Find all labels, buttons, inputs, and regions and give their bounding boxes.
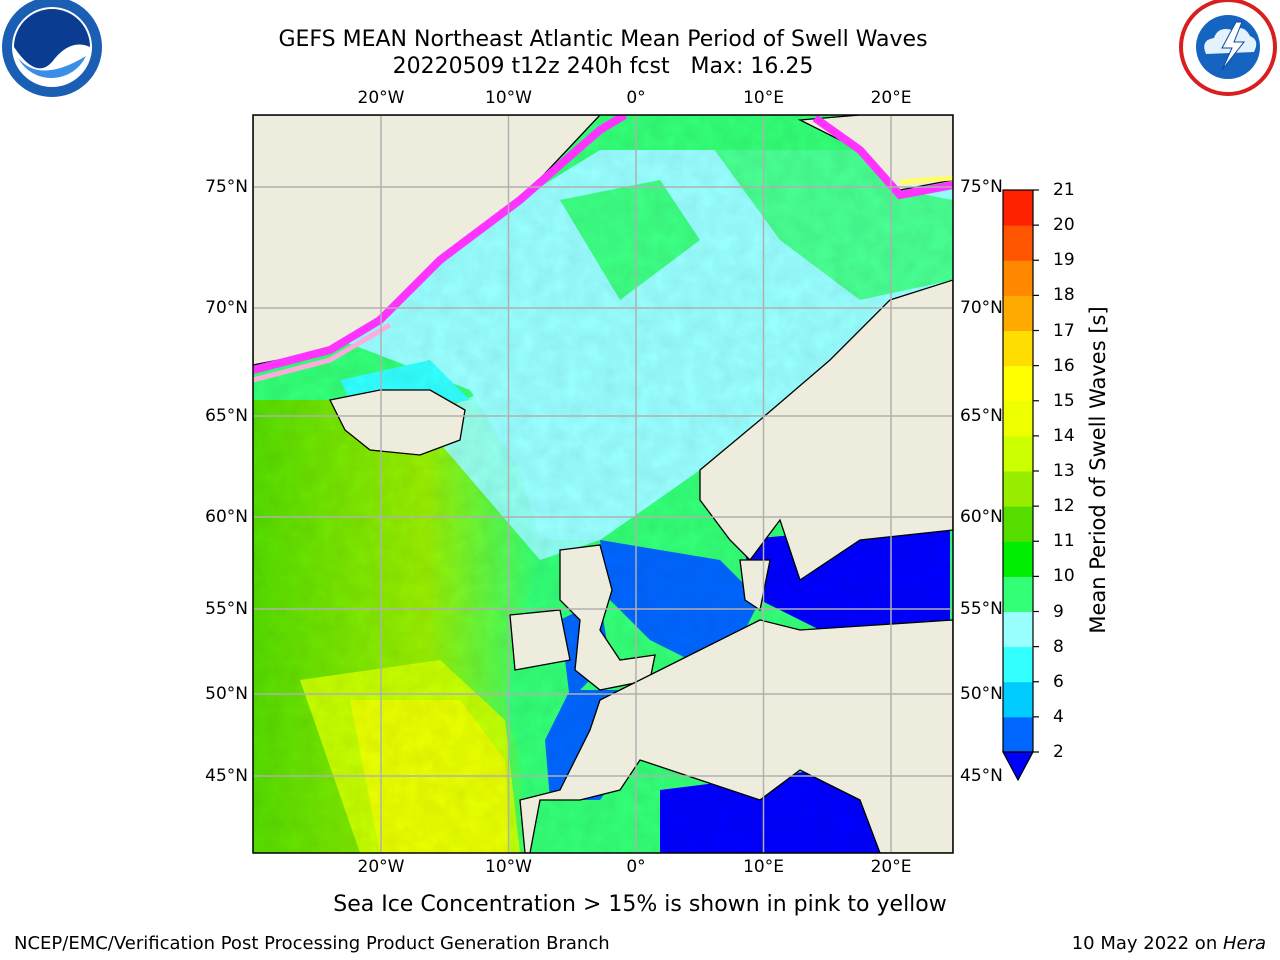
colorbar-tick-label: 12 — [1053, 496, 1075, 517]
colorbar-tick-label: 21 — [1053, 180, 1075, 200]
lat-tick-right: 75°N — [960, 177, 1003, 197]
colorbar-segment — [1003, 225, 1033, 261]
nws-logo — [1179, 0, 1277, 96]
sea-ice-edge-svalbard — [812, 115, 953, 200]
colorbar-tick-label: 4 — [1053, 706, 1064, 727]
colorbar-segment — [1003, 400, 1033, 437]
colorbar-segment — [1003, 646, 1033, 683]
colorbar-tick-label: 10 — [1053, 566, 1075, 587]
lon-tick-top: 0° — [626, 88, 646, 108]
iceland — [329, 389, 466, 456]
lat-tick-left: 70°N — [205, 298, 248, 318]
lat-tick-right: 55°N — [960, 599, 1003, 619]
page-title: GEFS MEAN Northeast Atlantic Mean Period… — [278, 27, 928, 52]
denmark — [739, 559, 771, 612]
map-frame — [252, 114, 954, 854]
colorbar-segment — [1003, 576, 1033, 612]
noaa-logo — [2, 0, 102, 97]
colorbar-segment — [1003, 541, 1033, 577]
footer-system: Hera — [1222, 933, 1266, 954]
colorbar-tick-label: 14 — [1053, 425, 1075, 446]
colorbar-tick-label: 16 — [1053, 355, 1075, 376]
colorbar-segment — [1003, 471, 1033, 507]
lon-tick-top: 10°E — [743, 88, 784, 108]
colorbar-segment — [1003, 330, 1033, 367]
continental-europe — [519, 619, 953, 853]
map-plot — [252, 114, 954, 854]
lat-tick-left: 55°N — [205, 599, 248, 619]
colorbar-tick-label: 17 — [1053, 320, 1075, 341]
ireland — [509, 609, 571, 671]
footer-date: 10 May 2022 on Hera — [1072, 933, 1266, 955]
sea-ice-note: Sea Ice Concentration > 15% is shown in … — [333, 892, 947, 917]
lon-tick-top: 20°W — [357, 88, 405, 108]
colorbar-tick-label: 11 — [1053, 531, 1075, 552]
colorbar-extend-min — [1001, 751, 1035, 782]
colorbar-segment — [1003, 506, 1033, 542]
lat-tick-left: 60°N — [205, 507, 248, 527]
lon-tick-bottom: 10°E — [743, 857, 784, 877]
colorbar-tick-label: 13 — [1053, 461, 1075, 481]
colorbar-tick-label: 6 — [1053, 671, 1064, 692]
lat-tick-right: 70°N — [960, 298, 1003, 318]
colorbar-tick-label: 9 — [1053, 601, 1064, 622]
footer-date-text: 10 May 2022 on — [1071, 933, 1223, 954]
colorbar-segment — [1003, 190, 1033, 226]
colorbar-tick-label: 20 — [1053, 215, 1075, 236]
colorbar-segment — [1003, 716, 1033, 753]
lat-tick-right: 60°N — [960, 507, 1003, 527]
colorbar-segment — [1003, 611, 1033, 648]
lat-tick-left: 65°N — [205, 406, 248, 426]
lat-tick-left: 75°N — [205, 177, 248, 197]
lat-tick-left: 50°N — [205, 684, 248, 704]
colorbar — [1001, 189, 1039, 782]
colorbar-tick-label: 8 — [1053, 636, 1064, 657]
colorbar-segment — [1003, 435, 1033, 472]
colorbar-segment — [1003, 681, 1033, 718]
lat-tick-left: 45°N — [205, 766, 248, 786]
lon-tick-bottom: 0° — [626, 857, 646, 877]
lon-tick-top: 20°E — [870, 88, 912, 108]
lon-tick-top: 10°W — [485, 88, 532, 108]
great-britain — [559, 544, 656, 691]
lat-tick-right: 50°N — [960, 684, 1003, 704]
colorbar-segment — [1003, 260, 1033, 296]
map-gridlines — [253, 115, 953, 853]
colorbar-tick-label: 2 — [1053, 742, 1064, 762]
page-subtitle: 20220509 t12z 240h fcst Max: 16.25 — [392, 54, 814, 79]
lon-tick-bottom: 20°E — [870, 857, 912, 877]
colorbar-label: Mean Period of Swell Waves [s] — [1086, 306, 1110, 634]
colorbar-segment — [1003, 295, 1033, 331]
colorbar-tick-label: 19 — [1053, 250, 1075, 271]
lat-tick-right: 45°N — [960, 766, 1003, 786]
sea-ice-edge-greenland — [253, 115, 628, 374]
footer-organization: NCEP/EMC/Verification Post Processing Pr… — [14, 933, 610, 954]
colorbar-tick-label: 18 — [1053, 285, 1075, 306]
colorbar-segment — [1003, 365, 1033, 402]
lon-tick-bottom: 10°W — [485, 857, 532, 877]
lat-tick-right: 65°N — [960, 406, 1003, 426]
colorbar-tick-label: 15 — [1053, 390, 1075, 411]
lon-tick-bottom: 20°W — [357, 857, 405, 877]
